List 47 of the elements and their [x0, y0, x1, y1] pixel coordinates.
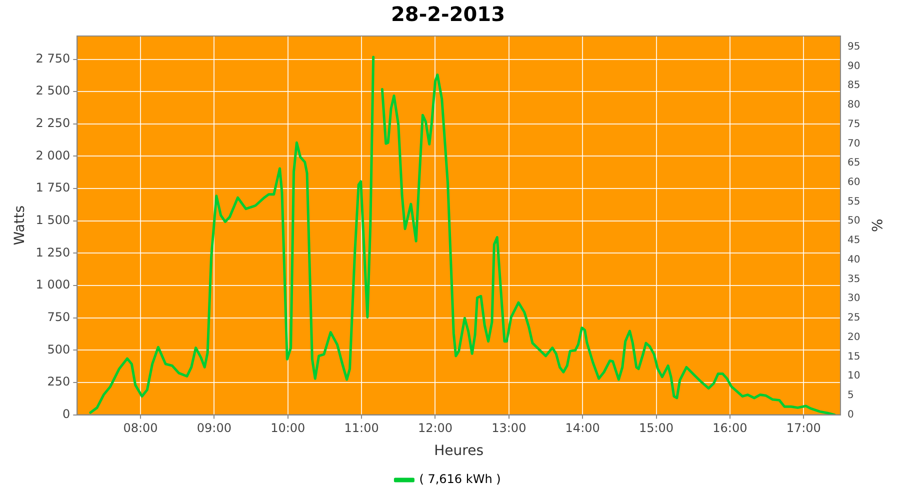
y2-tick-label: 40 [847, 254, 860, 266]
y2-tick-label: 25 [847, 312, 860, 324]
y2-tick-label: 65 [847, 158, 860, 169]
y2-tick-label: 90 [847, 60, 860, 72]
y2-tick-label: 60 [847, 177, 860, 188]
y2-tick-label: 0 [847, 409, 854, 420]
x-tick-label: 14:00 [565, 421, 600, 436]
y2-tick-label: 80 [847, 100, 860, 111]
y-tick-label: 250 [47, 374, 70, 389]
x-tick-label: 09:00 [196, 421, 232, 436]
x-tick-label: 12:00 [418, 421, 453, 436]
y-tick-label: 1 000 [36, 278, 70, 292]
y2-tick-label: 70 [847, 138, 860, 150]
y2-tick-label: 45 [847, 235, 860, 246]
y2-tick-label: 30 [847, 293, 860, 304]
y2-tick-label: 5 [847, 390, 854, 402]
y2-tick-label: 15 [847, 351, 860, 362]
y2-tick-label: 85 [847, 80, 860, 92]
y2-tick-label: 20 [847, 332, 860, 343]
y2-tick-label: 50 [847, 216, 860, 227]
y-tick-label: 1 250 [36, 245, 70, 260]
y-tick-label: 750 [47, 310, 70, 324]
y2-tick-label: 55 [847, 196, 860, 208]
y2-tick-label: 95 [847, 41, 860, 52]
legend-label: ( 7,616 kWh ) [419, 472, 501, 486]
x-axis-title: Heures [434, 443, 484, 460]
y-tick-label: 1 500 [36, 213, 70, 227]
chart-title: 28-2-2013 [390, 2, 506, 26]
y-tick-label: 1 750 [36, 180, 70, 195]
x-tick-label: 10:00 [270, 421, 306, 436]
y2-tick-label: 10 [847, 370, 860, 382]
y-tick-label: 2 500 [36, 84, 70, 98]
x-tick-label: 15:00 [638, 421, 674, 436]
y-tick-label: 500 [47, 342, 70, 356]
y-axis-title: Watts [12, 205, 28, 246]
y-tick-label: 2 250 [36, 116, 70, 130]
y2-axis-title: % [868, 218, 884, 232]
x-tick-label: 11:00 [344, 421, 379, 436]
y-tick-label: 0 [62, 406, 70, 421]
y-tick-label: 2 000 [36, 148, 70, 162]
y2-tick-label: 75 [847, 118, 860, 130]
x-tick-label: 16:00 [712, 421, 748, 436]
y2-tick-label: 35 [847, 274, 860, 285]
x-tick-label: 13:00 [492, 421, 526, 436]
y-tick-label: 2 750 [36, 51, 70, 66]
x-tick-label: 17:00 [786, 421, 821, 436]
x-tick-label: 08:00 [123, 421, 158, 436]
